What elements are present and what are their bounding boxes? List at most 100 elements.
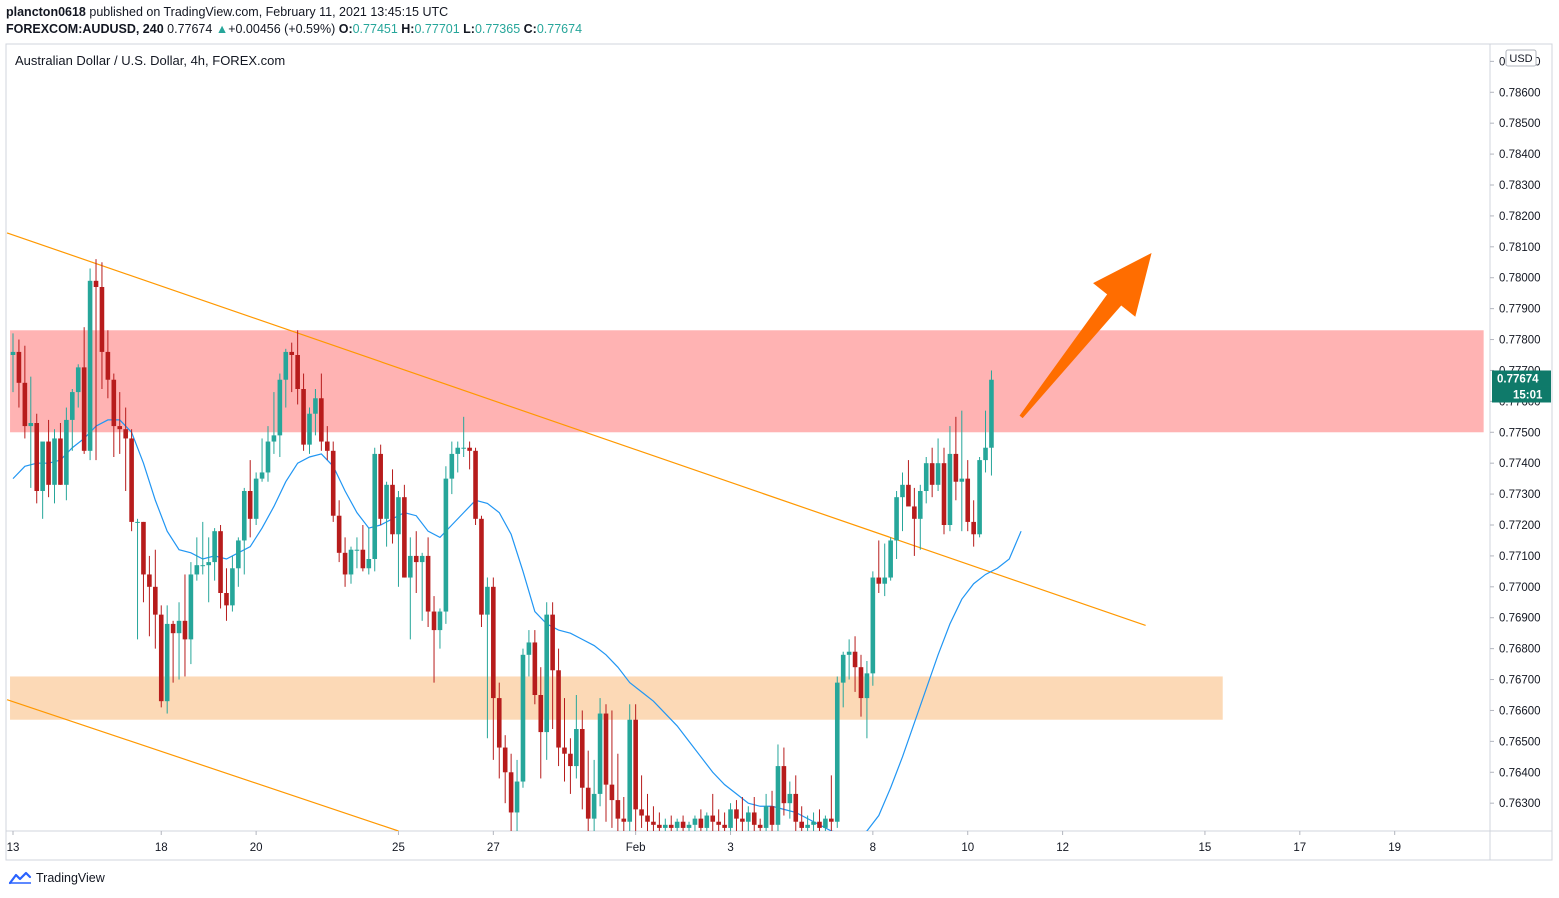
candle[interactable] (396, 491, 401, 587)
candle[interactable] (603, 704, 609, 822)
candle[interactable] (657, 812, 662, 831)
candle[interactable] (295, 330, 300, 405)
candle[interactable] (562, 698, 567, 782)
candle[interactable] (793, 775, 799, 831)
candle[interactable] (912, 487, 917, 556)
candle[interactable] (852, 636, 858, 692)
candle[interactable] (99, 262, 105, 389)
candle[interactable] (425, 537, 431, 627)
candle[interactable] (668, 815, 674, 831)
candle[interactable] (313, 389, 318, 436)
candle[interactable] (194, 537, 200, 581)
candle[interactable] (953, 416, 959, 501)
candle[interactable] (704, 812, 710, 831)
candle[interactable] (716, 809, 721, 831)
candle[interactable] (473, 447, 478, 525)
candle[interactable] (46, 419, 51, 498)
candle[interactable] (271, 392, 277, 454)
candle[interactable] (164, 605, 170, 714)
candle[interactable] (141, 521, 146, 603)
candle[interactable] (781, 747, 787, 816)
resistance-zone[interactable] (10, 330, 1484, 433)
candle[interactable] (408, 537, 413, 640)
candle[interactable] (680, 815, 686, 831)
candle[interactable] (935, 438, 941, 491)
candle[interactable] (947, 426, 953, 532)
candle[interactable] (390, 469, 395, 544)
candle[interactable] (491, 577, 496, 760)
candle[interactable] (502, 735, 508, 804)
candle[interactable] (710, 793, 716, 831)
candle[interactable] (461, 416, 466, 457)
candle[interactable] (467, 441, 472, 470)
candle[interactable] (728, 803, 733, 831)
candle[interactable] (402, 484, 407, 578)
candle[interactable] (609, 710, 615, 828)
candle[interactable] (775, 744, 781, 831)
candle[interactable] (384, 481, 389, 547)
candle[interactable] (437, 608, 443, 649)
candle[interactable] (206, 537, 211, 603)
tradingview-footer[interactable]: TradingView (8, 871, 105, 885)
candle[interactable] (508, 753, 514, 831)
candle[interactable] (568, 738, 573, 794)
candle[interactable] (182, 574, 188, 677)
candle[interactable] (64, 407, 69, 501)
candle[interactable] (366, 528, 372, 575)
candle[interactable] (692, 815, 698, 831)
candle[interactable] (81, 327, 87, 454)
candle[interactable] (585, 750, 591, 831)
candle[interactable] (372, 447, 378, 572)
candle[interactable] (230, 555, 235, 612)
lower-channel-trendline[interactable] (6, 699, 399, 831)
candle[interactable] (283, 348, 289, 408)
candle[interactable] (917, 484, 923, 550)
candle[interactable] (834, 676, 840, 828)
time-axis[interactable]: 13 18 20 25 27 Feb 3 8 10 12 15 17 19 (7, 831, 1401, 854)
candle[interactable] (479, 515, 484, 627)
candle[interactable] (941, 447, 947, 535)
candle[interactable] (70, 389, 75, 451)
candle[interactable] (645, 793, 650, 831)
candle[interactable] (846, 639, 852, 680)
candle[interactable] (591, 759, 597, 831)
candle[interactable] (496, 682, 502, 779)
candle[interactable] (763, 793, 769, 831)
candle[interactable] (324, 426, 330, 461)
upper-channel-trendline[interactable] (6, 232, 1146, 627)
candle[interactable] (188, 562, 194, 665)
candle[interactable] (840, 651, 846, 708)
candle[interactable] (971, 500, 976, 547)
candle[interactable] (556, 648, 561, 767)
candle[interactable] (923, 457, 929, 504)
candle[interactable] (740, 797, 745, 831)
candle[interactable] (147, 555, 152, 637)
candle[interactable] (75, 364, 81, 408)
candle[interactable] (449, 441, 455, 495)
candle[interactable] (330, 441, 336, 522)
candle[interactable] (259, 438, 265, 482)
candle[interactable] (858, 654, 864, 717)
candle[interactable] (787, 781, 793, 819)
candle[interactable] (10, 333, 16, 393)
candle[interactable] (455, 441, 461, 473)
candle[interactable] (906, 460, 911, 507)
candle[interactable] (58, 423, 63, 485)
candle[interactable] (485, 577, 490, 739)
candle[interactable] (621, 797, 627, 831)
candle[interactable] (894, 491, 899, 559)
candle[interactable] (378, 444, 383, 525)
candle[interactable] (805, 815, 810, 831)
candle[interactable] (342, 537, 348, 587)
candle[interactable] (117, 392, 123, 454)
candle[interactable] (823, 815, 828, 831)
candle[interactable] (829, 775, 834, 831)
candle[interactable] (360, 525, 366, 572)
candle[interactable] (627, 704, 633, 831)
candle[interactable] (87, 268, 93, 461)
candle[interactable] (574, 695, 579, 779)
candle[interactable] (443, 466, 449, 624)
candle[interactable] (639, 775, 644, 828)
candle[interactable] (870, 571, 876, 686)
candle[interactable] (354, 537, 360, 569)
